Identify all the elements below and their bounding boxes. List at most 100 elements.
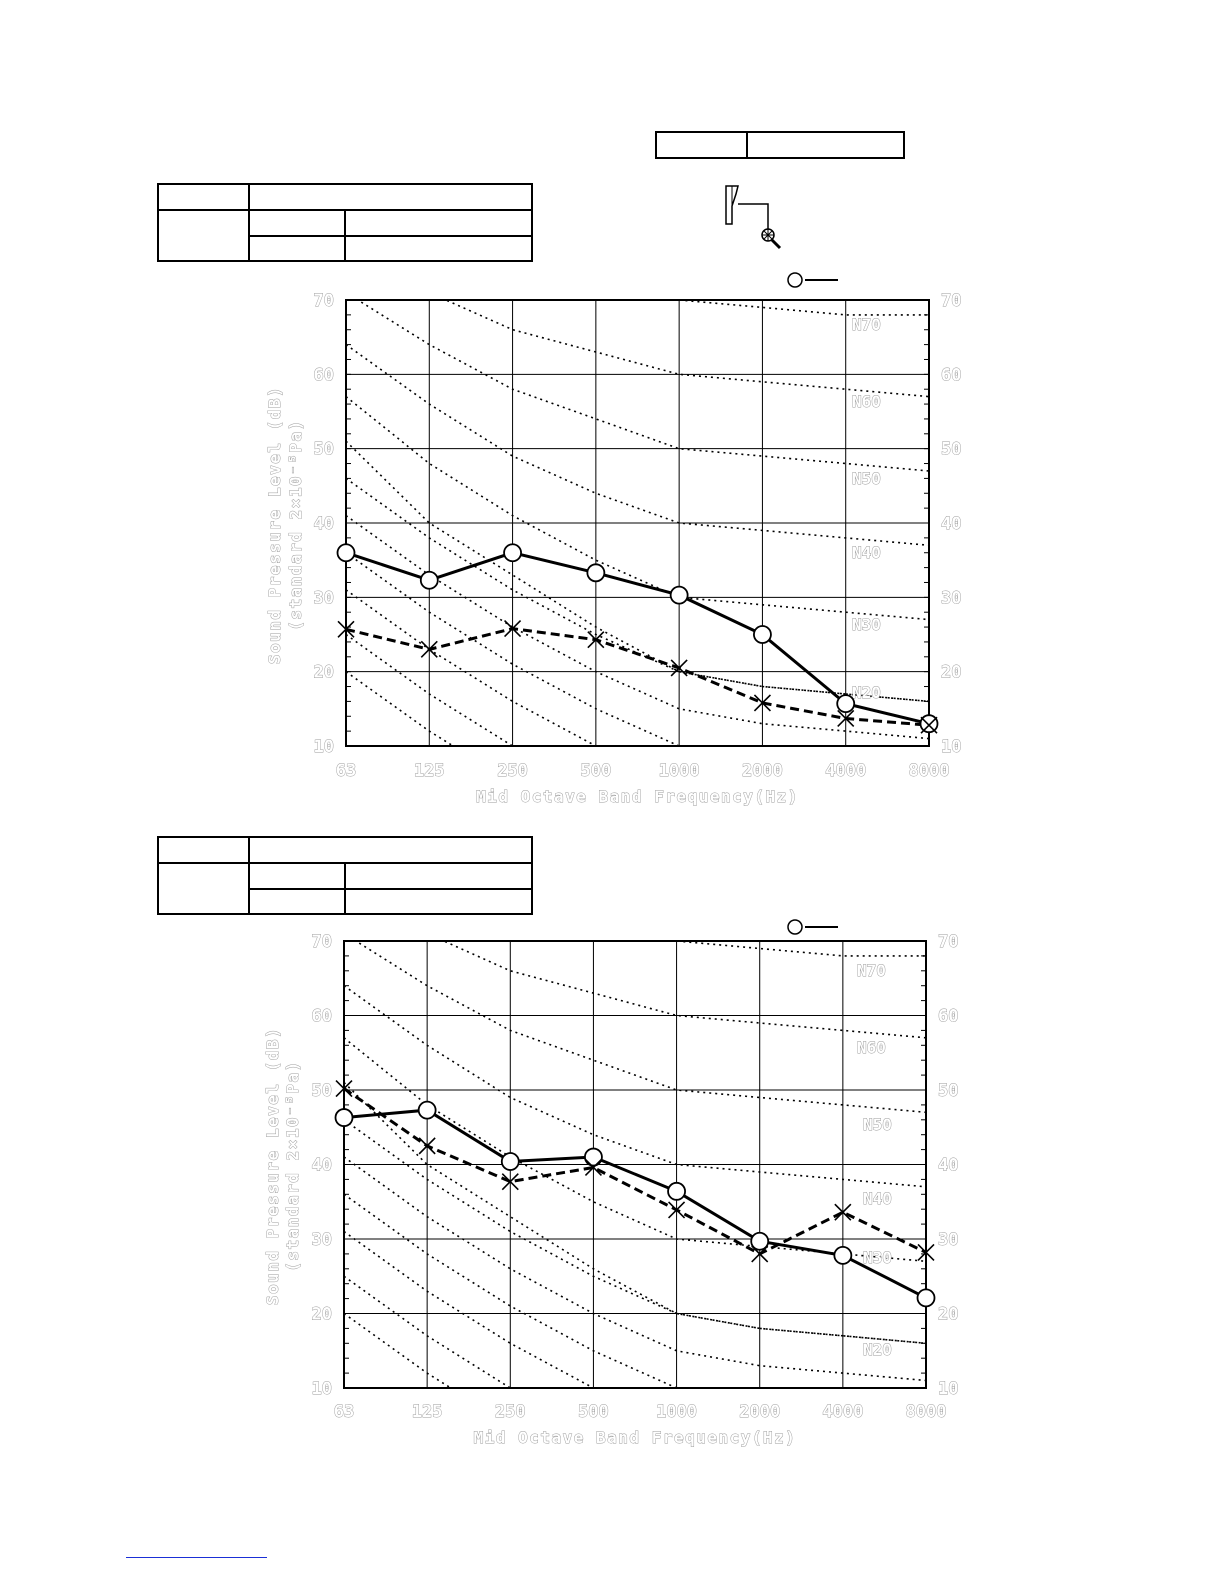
chart1-series-cross-point <box>920 716 938 734</box>
chart2-series-cross-point <box>335 1079 353 1098</box>
chart2-xtick-label: 500 <box>578 1402 609 1422</box>
chart1-y-axis-sublabel: (standard 2×10⁻⁵Pa) <box>286 419 305 631</box>
chart1-xtick-label: 125 <box>414 761 445 781</box>
chart1-nc-curve-n50 <box>356 300 929 472</box>
header-cell-1 <box>655 131 748 159</box>
chart2-ytick-label-left: 10 <box>312 1379 332 1399</box>
chart2-ytick-label-left: 20 <box>312 1305 332 1325</box>
chart2-xtick-label: 4000 <box>822 1402 863 1422</box>
chart1-xtick-label: 250 <box>497 761 528 781</box>
chart1-x-axis-label: Mid Octave Band Frequency(Hz) <box>476 787 799 806</box>
chart1-info-table <box>157 183 533 262</box>
chart2-ytick-label-left: 30 <box>312 1230 332 1250</box>
chart1-nc-label: N20 <box>852 683 881 702</box>
chart1-xtick-label: 8000 <box>909 761 950 781</box>
chart1-series-circle-point <box>586 563 606 583</box>
chart2-ytick-label-left: 70 <box>312 932 332 952</box>
chart2-info-table <box>157 836 533 915</box>
chart2-nc-curve-extra <box>344 732 926 844</box>
chart2-series-circle-point <box>417 1100 437 1120</box>
chart1-series-cross-point <box>587 631 605 649</box>
chart1-nc-label: N30 <box>852 615 881 634</box>
chart2-nc-curve-extra <box>344 1119 926 1345</box>
chart1-legend-circle-icon <box>787 272 838 288</box>
chart1-series-circle-line <box>345 551 930 726</box>
chart1-ytick-label-left: 30 <box>314 588 334 608</box>
chart2-x-axis-label: Mid Octave Band Frequency(Hz) <box>474 1428 797 1447</box>
chart1-info-cell-c <box>248 235 346 262</box>
chart1-nc-curve-extra <box>346 514 929 740</box>
chart1-series-cross-point <box>837 709 855 728</box>
chart2-ytick-label-left: 60 <box>312 1007 332 1027</box>
chart2-nc-curves <box>344 658 926 1388</box>
chart2-series-cross-point <box>917 1243 935 1261</box>
chart1-ytick-label-left: 60 <box>314 365 334 385</box>
chart2-nc-label: N30 <box>863 1248 892 1267</box>
chart2-series-cross-point <box>418 1137 436 1155</box>
chart1-ytick-label-left: 20 <box>314 663 334 683</box>
chart1-ytick-label-right: 70 <box>941 291 961 311</box>
chart2-ytick-label-right: 60 <box>938 1007 958 1027</box>
chart2-nc-curve-extra <box>344 1156 926 1382</box>
chart2-xtick-label: 2000 <box>739 1402 780 1422</box>
chart2-series-cross-point <box>751 1245 769 1263</box>
header-cell-2 <box>746 131 905 159</box>
chart2-info-cell-d <box>344 888 533 915</box>
header-info-table <box>655 131 905 159</box>
chart1-nc-label: N40 <box>852 543 881 562</box>
chart2-info-cell-c <box>248 888 346 915</box>
chart2-ytick-label-right: 10 <box>938 1379 958 1399</box>
chart1-ytick-label-right: 40 <box>941 514 961 534</box>
chart2-nc-curve-extra <box>344 1312 453 1388</box>
chart1-xtick-label: 63 <box>336 761 356 781</box>
chart1-xtick-label: 2000 <box>742 761 783 781</box>
chart1-nc-label: N50 <box>852 469 881 488</box>
chart2-series-cross-point <box>668 1201 686 1219</box>
chart2-series-circle-point <box>667 1181 686 1201</box>
chart1-xtick-label: 500 <box>580 761 611 781</box>
chart1-ytick-label-left: 50 <box>314 440 334 460</box>
chart2-series-circle-line <box>343 1108 927 1300</box>
chart2-nc-curve-extra <box>344 658 926 770</box>
chart2-ytick-label-right: 30 <box>938 1230 958 1250</box>
chart1-series-cross-point <box>504 619 522 638</box>
chart2-info-cell-b <box>344 862 533 890</box>
chart2-series-cross-point <box>501 1173 519 1191</box>
chart1-series-circle-point <box>669 585 689 605</box>
chart2-xtick-label: 250 <box>495 1402 526 1422</box>
chart2-plot-frame <box>343 940 927 1389</box>
chart1-nc-curve-n20 <box>346 440 929 703</box>
chart2-info-cell-rowlabel <box>157 862 250 915</box>
chart1-series-cross-point <box>670 659 688 677</box>
chart2-ytick-label-right: 40 <box>938 1156 958 1176</box>
chart1-series-cross-point <box>337 620 355 638</box>
chart2-nc-curve-extra <box>344 1275 512 1388</box>
chart2-nc-label: N50 <box>863 1115 892 1134</box>
chart1-info-cell-b <box>344 209 533 237</box>
chart1-ytick-label-right: 60 <box>941 365 961 385</box>
chart2-info-cell-a <box>248 862 346 890</box>
chart2-info-cell-value <box>248 836 533 864</box>
chart2-ytick-label-right: 20 <box>938 1305 958 1325</box>
chart1-info-cell-d <box>344 235 533 262</box>
chart2-y-axis-label: Sound Pressure Level (dB) <box>263 1027 282 1305</box>
chart2-xtick-label: 63 <box>334 1402 354 1422</box>
chart2-xtick-label: 1000 <box>656 1402 697 1422</box>
chart2-ytick-label-right: 70 <box>938 932 958 952</box>
chart1-ytick-label-left: 10 <box>314 737 334 757</box>
chart2-series-cross-point <box>834 1203 852 1221</box>
chart1-nc-curve-n60 <box>443 300 929 398</box>
chart1-series-circle-point <box>753 625 772 644</box>
chart2-nc-label: N70 <box>857 961 886 980</box>
microphone-icon <box>725 185 782 250</box>
chart1-info-cell-a <box>248 209 346 237</box>
chart1-series-cross-line <box>345 627 930 727</box>
chart2-nc-label: N60 <box>857 1038 886 1057</box>
chart1-ytick-label-right: 20 <box>941 663 961 683</box>
chart1-ytick-label-left: 70 <box>314 291 334 311</box>
chart2-xtick-label: 8000 <box>906 1402 947 1422</box>
chart1-nc-label: N70 <box>852 315 881 334</box>
chart2-nc-curve-n20 <box>344 1081 926 1345</box>
chart1-series-circle-point <box>336 543 356 563</box>
chart1-series-circle-point <box>919 714 939 734</box>
